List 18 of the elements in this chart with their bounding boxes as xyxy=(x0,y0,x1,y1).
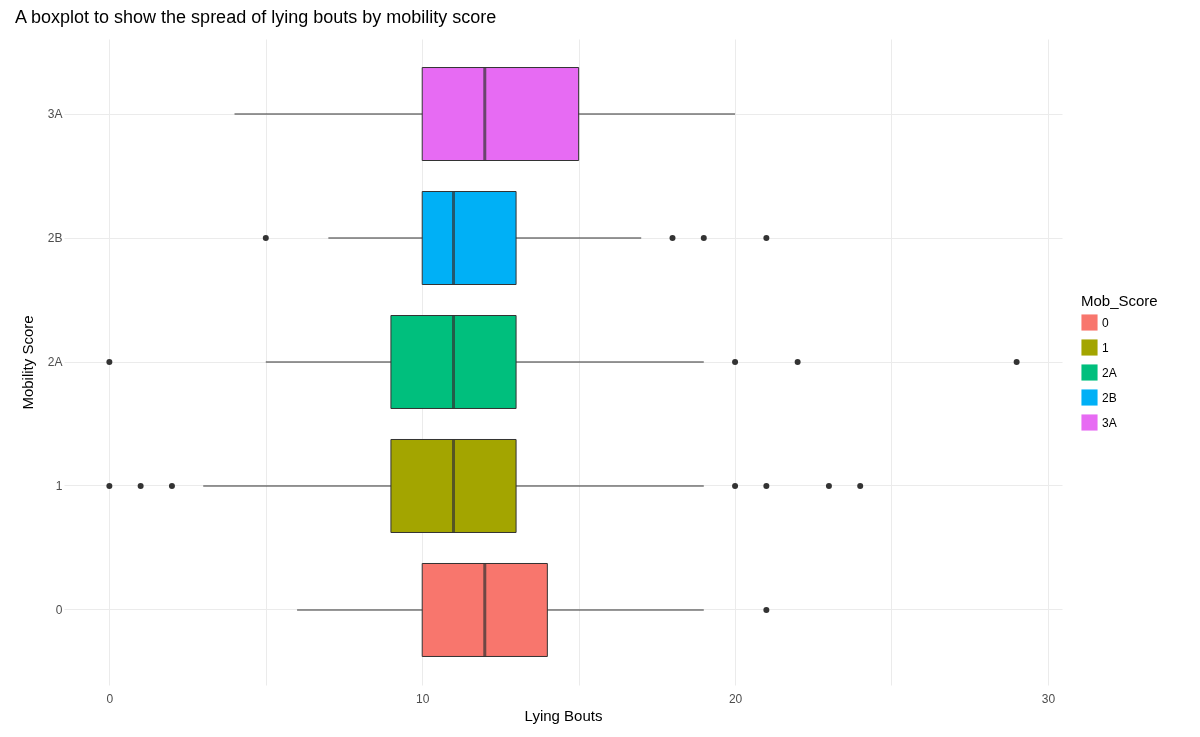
legend-label: 1 xyxy=(1102,340,1109,355)
x-tick-label: 10 xyxy=(416,691,430,706)
chart-title: A boxplot to show the spread of lying bouts by mobility score xyxy=(15,7,497,27)
x-tick-label: 20 xyxy=(728,691,743,706)
x-axis-title: Lying Bouts xyxy=(524,706,603,724)
y-axis-title: Mobility Score xyxy=(18,315,36,410)
x-tick-label: 30 xyxy=(1041,691,1056,706)
x-tick-label: 0 xyxy=(106,691,114,706)
y-tick-label: 1 xyxy=(55,478,63,493)
y-tick-label: 2A xyxy=(47,355,63,369)
y-tick-label: 2B xyxy=(47,231,63,246)
legend-label: 0 xyxy=(1102,315,1109,330)
y-tick-label: 0 xyxy=(55,602,63,617)
legend-title: Mob_Score xyxy=(1081,292,1158,309)
legend-label: 2A xyxy=(1102,365,1117,380)
y-tick-label: 3A xyxy=(47,107,63,122)
legend-label: 2B xyxy=(1102,390,1117,405)
legend-label: 3A xyxy=(1102,415,1117,430)
